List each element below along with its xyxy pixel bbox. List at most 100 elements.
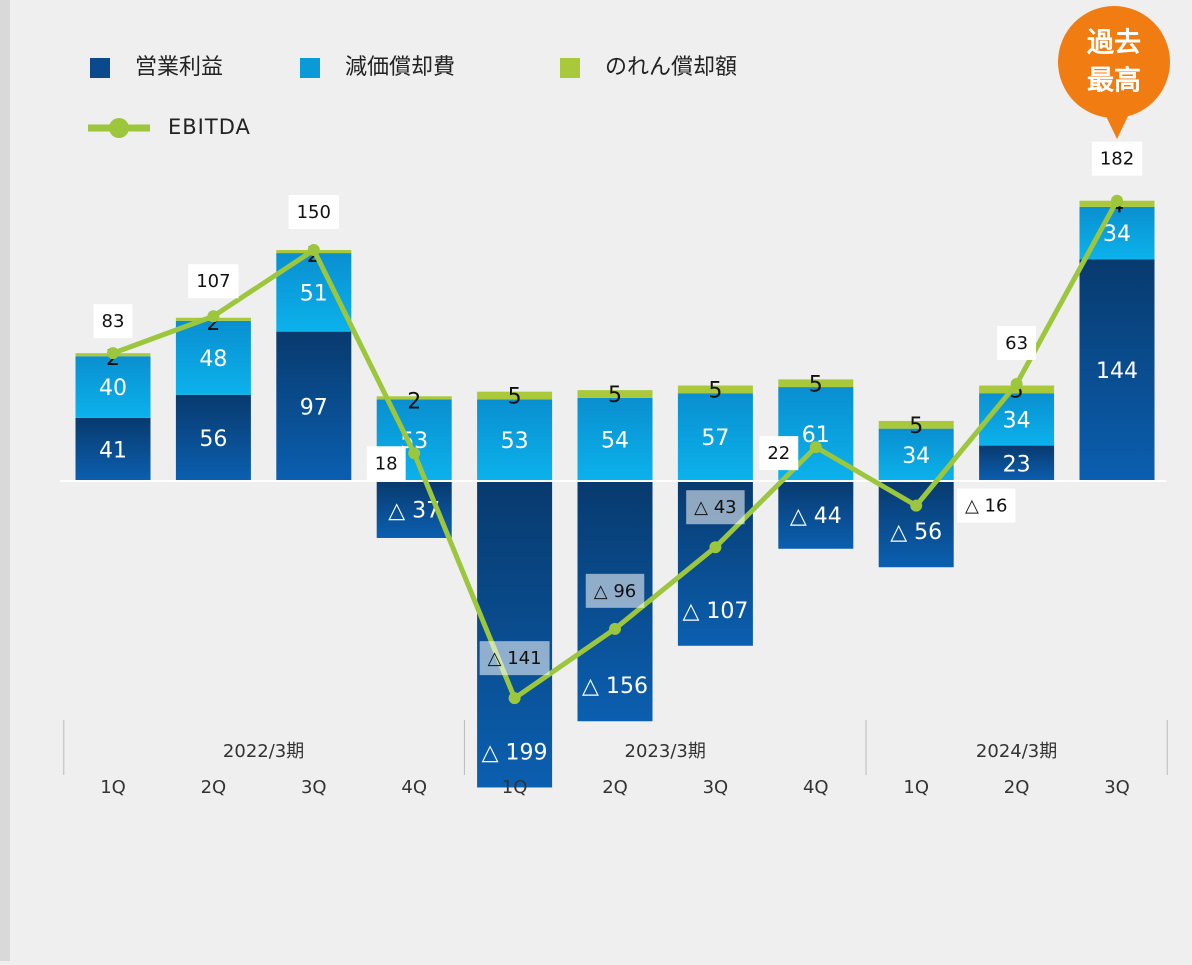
line-marker (107, 347, 119, 360)
bar-label: △ 37 (388, 498, 440, 523)
bar-operating-profit (778, 481, 854, 549)
bar-operating-profit (1079, 259, 1155, 481)
legend-label: 減価償却費 (345, 55, 455, 80)
line-marker (207, 310, 220, 323)
legend-label: 営業利益 (135, 55, 223, 80)
legend-swatch (560, 58, 580, 78)
x-tick-label: 4Q (803, 777, 829, 798)
bar-depreciation (75, 356, 151, 418)
bar-label: 48 (199, 347, 227, 372)
ebitda-label: 22 (759, 436, 799, 471)
ebitda-label: 18 (366, 446, 406, 481)
line-marker (709, 541, 722, 554)
ebitda-label: 107 (188, 264, 239, 299)
bar-depreciation (677, 393, 753, 481)
annotation-bubble (1104, 112, 1130, 139)
annotation-bubble (1058, 6, 1170, 118)
ebitda-label-bg (585, 573, 645, 608)
bar-operating-profit (75, 417, 151, 481)
bar-label: 34 (902, 444, 930, 469)
ebitda-label-text: 83 (102, 311, 125, 332)
x-tick-label: 3Q (703, 777, 729, 798)
ebitda-label: 150 (288, 195, 339, 229)
x-tick-label: 1Q (100, 777, 126, 798)
left-strip (0, 0, 10, 961)
bar-label: 41 (99, 438, 127, 463)
bar-goodwill (376, 396, 452, 400)
bar-label: 5 (708, 379, 722, 404)
ebitda-label-text: 182 (1100, 149, 1134, 170)
bar-operating-profit (175, 394, 251, 481)
bar-depreciation (979, 393, 1055, 446)
ebitda-label-text: 107 (196, 271, 230, 292)
line-marker (307, 244, 320, 256)
bar-label: 56 (199, 427, 227, 452)
x-tick-label: 2Q (1004, 777, 1030, 798)
bar-goodwill (878, 420, 954, 429)
bar-label: 5 (909, 414, 923, 439)
ebitda-label-bg (288, 195, 339, 229)
ebitda-label-bg (479, 641, 550, 676)
bar-label: 40 (99, 376, 127, 401)
x-tick-label: 3Q (1104, 777, 1130, 798)
bar-label: 34 (1103, 222, 1131, 247)
annotation-text: 過去 (1087, 28, 1141, 59)
ebitda-label-text: 150 (297, 202, 331, 223)
line-marker (609, 622, 621, 635)
bar-goodwill (677, 385, 753, 394)
bar-label: 2 (407, 389, 421, 414)
bar-label: 5 (608, 383, 622, 408)
bar-label: 57 (701, 426, 729, 451)
bar-goodwill (577, 390, 653, 398)
bar-label: 5 (809, 372, 823, 397)
bar-label: △ 156 (582, 674, 648, 699)
ebitda-label: △ 16 (956, 488, 1016, 523)
line-marker (508, 692, 521, 705)
line-marker (809, 441, 822, 454)
ebitda-label-bg (759, 436, 799, 471)
ebitda-label-text: △ 43 (694, 497, 736, 518)
ebitda-label: △ 96 (585, 573, 645, 608)
bar-label: 23 (1003, 452, 1031, 477)
line-marker (910, 499, 923, 512)
bar-label: 34 (1003, 408, 1031, 433)
bar-depreciation (175, 320, 251, 395)
ebitda-label: 83 (93, 304, 133, 339)
legend-label: のれん償却額 (605, 55, 737, 80)
x-tick-label: 1Q (502, 777, 528, 798)
bar-label: △ 107 (682, 599, 748, 624)
line-marker (1111, 194, 1123, 207)
bar-goodwill (477, 391, 553, 400)
bar-label: △ 56 (890, 520, 942, 545)
x-tick-label: 2Q (201, 777, 227, 798)
legend-marker (109, 118, 129, 138)
ebitda-label-bg (93, 304, 133, 339)
ebitda-label: △ 141 (479, 641, 550, 676)
bar-operating-profit (276, 331, 352, 481)
line-marker (408, 447, 421, 460)
group-label: 2023/3期 (625, 741, 706, 762)
ebitda-label-bg (366, 446, 406, 481)
bar-operating-profit (878, 481, 954, 568)
bar-depreciation (477, 399, 553, 481)
ebitda-label-text: △ 96 (594, 581, 636, 602)
bar-operating-profit (979, 445, 1055, 481)
bar-label: 5 (508, 385, 522, 410)
ebitda-label-text: △ 141 (488, 648, 542, 669)
legend-label: EBITDA (168, 115, 251, 139)
bar-label: △ 199 (482, 740, 548, 765)
ebitda-label: 63 (997, 325, 1037, 360)
bar-label: 54 (601, 428, 629, 453)
group-label: 2024/3期 (976, 741, 1057, 762)
ebitda-label-text: △ 16 (965, 496, 1007, 517)
ebitda-label-bg (997, 325, 1037, 360)
bar-label: 53 (501, 429, 529, 454)
x-tick-label: 4Q (401, 777, 427, 798)
bar-label: △ 44 (790, 504, 842, 529)
ebitda-label-text: 63 (1005, 333, 1028, 354)
line-marker (1010, 377, 1023, 390)
ebitda-label: 182 (1091, 141, 1143, 176)
bar-goodwill (778, 379, 854, 388)
